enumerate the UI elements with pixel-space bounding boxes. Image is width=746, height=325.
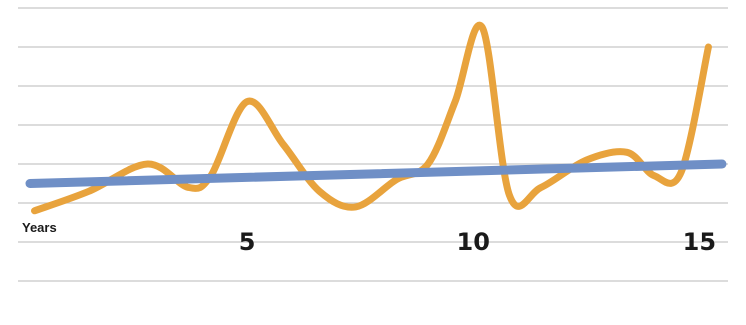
- gridlines: [18, 7, 728, 282]
- series-group: [25, 21, 727, 215]
- trend-line: [25, 159, 727, 188]
- x-tick-label-10: 10: [457, 228, 490, 256]
- x-axis-ticks: 5 10 15: [239, 228, 716, 256]
- x-tick-label-5: 5: [239, 228, 256, 256]
- x-tick-label-15: 15: [683, 228, 716, 256]
- x-axis-label: Years: [22, 220, 57, 235]
- series-line-0: [31, 21, 712, 215]
